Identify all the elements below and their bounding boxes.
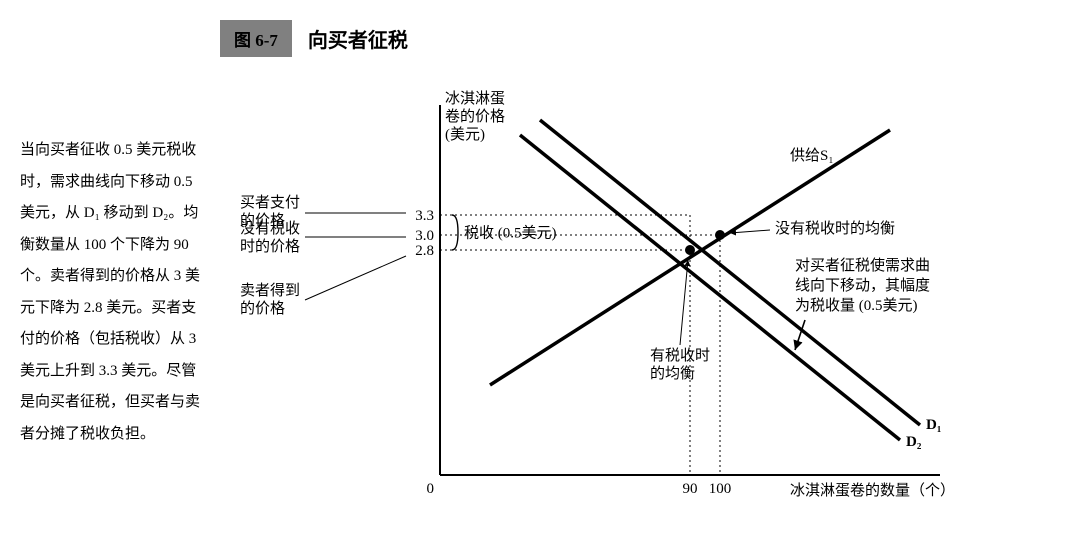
svg-text:D₂: D₂ [906, 434, 922, 450]
svg-text:时的价格: 时的价格 [240, 238, 300, 255]
svg-text:没有税收: 没有税收 [240, 220, 300, 237]
explanation-column: 当向买者征收 0.5 美元税收时，需求曲线向下移动 0.5 美元，从 D₁ 移动… [20, 75, 210, 525]
svg-text:的价格: 的价格 [240, 300, 285, 317]
figure-title-row: 图 6-7 向买者征税 [220, 20, 1060, 57]
svg-text:的均衡: 的均衡 [650, 365, 695, 382]
svg-text:卷的价格: 卷的价格 [445, 108, 505, 125]
explanation-text: 当向买者征收 0.5 美元税收时，需求曲线向下移动 0.5 美元，从 D₁ 移动… [20, 135, 210, 450]
chart-column: 冰淇淋蛋卷的价格(美元) 3.3 3.02.8 买者支付的价格 没有税收时的价格卖者得到… [230, 75, 1060, 525]
svg-text:(美元): (美元) [445, 126, 485, 143]
svg-text:冰淇淋蛋: 冰淇淋蛋 [445, 90, 505, 107]
content-container: 当向买者征收 0.5 美元税收时，需求曲线向下移动 0.5 美元，从 D₁ 移动… [20, 75, 1060, 525]
figure-label-box: 图 6-7 [220, 20, 292, 57]
svg-text:线向下移动，其幅度: 线向下移动，其幅度 [795, 277, 930, 294]
svg-text:冰淇淋蛋卷的数量（个）: 冰淇淋蛋卷的数量（个） [790, 482, 955, 499]
figure-title: 向买者征税 [308, 24, 408, 53]
svg-text:为税收量 (0.5美元): 为税收量 (0.5美元) [795, 297, 918, 314]
svg-text:0: 0 [427, 481, 435, 497]
svg-text:90: 90 [683, 481, 698, 497]
svg-text:D₁: D₁ [926, 417, 941, 433]
svg-text:3.0: 3.0 [415, 228, 434, 244]
svg-text:3.3: 3.3 [415, 208, 434, 224]
svg-text:100: 100 [709, 481, 732, 497]
svg-text:供给S₁: 供给S₁ [790, 147, 834, 164]
svg-text:买者支付: 买者支付 [240, 194, 300, 211]
svg-text:对买者征税使需求曲: 对买者征税使需求曲 [795, 257, 930, 274]
supply-demand-chart: 冰淇淋蛋卷的价格(美元) 3.3 3.02.8 买者支付的价格 没有税收时的价格卖者得到… [230, 75, 980, 525]
svg-text:税收 (0.5美元): 税收 (0.5美元) [464, 225, 557, 242]
svg-text:有税收时: 有税收时 [650, 347, 710, 364]
svg-text:没有税收时的均衡: 没有税收时的均衡 [775, 220, 895, 237]
svg-text:2.8: 2.8 [415, 243, 434, 259]
svg-text:卖者得到: 卖者得到 [240, 282, 300, 299]
